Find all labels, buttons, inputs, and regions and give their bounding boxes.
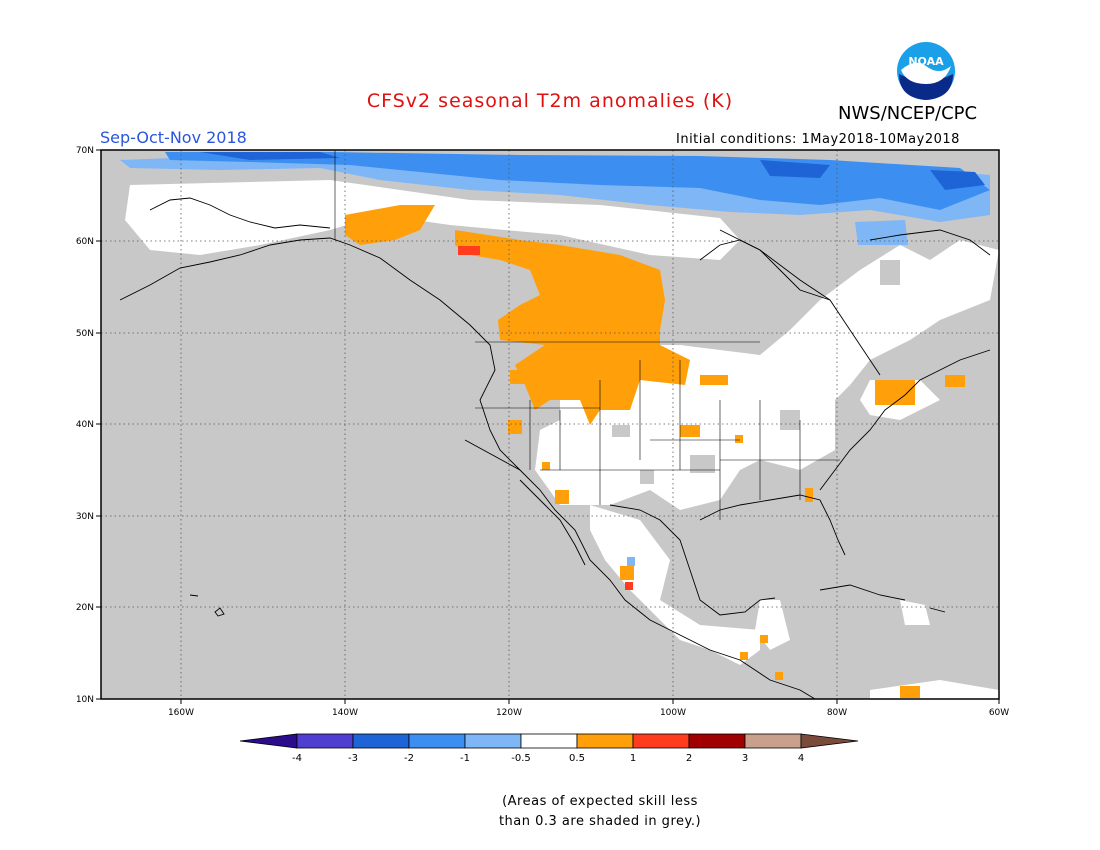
- agency-label: NWS/NCEP/CPC: [838, 103, 978, 124]
- warm-anomalies: [345, 205, 965, 698]
- legend-label-1: 1: [630, 753, 636, 764]
- legend-arrow-left: [239, 733, 298, 749]
- graticule: [101, 150, 999, 699]
- legend-swatch-4: [464, 733, 522, 749]
- noaa-logo: NOAA: [897, 42, 955, 100]
- initial-conditions: Initial conditions: 1May2018-10May2018: [676, 132, 960, 147]
- footnote-line-2: than 0.3 are shaded in grey.): [498, 814, 702, 829]
- season-label: Sep-Oct-Nov 2018: [100, 128, 247, 147]
- lat-label-70n: 70N: [76, 146, 94, 156]
- legend-label-minus2: -2: [404, 753, 414, 764]
- state-borders: [334, 150, 840, 520]
- lon-label-140w: 140W: [332, 708, 358, 718]
- lon-label-80w: 80W: [827, 708, 847, 718]
- footnote-line-1: (Areas of expected skill less: [502, 794, 698, 809]
- legend-label-2: 2: [686, 753, 692, 764]
- legend-swatch-3: [408, 733, 466, 749]
- legend-label-minus0-5: -0.5: [511, 753, 531, 764]
- anomaly-map: 10N 20N 30N 40N 50N 60N 70N 160W 140W 12…: [76, 146, 1009, 718]
- lat-label-10n: 10N: [76, 695, 94, 705]
- skill-footnote: (Areas of expected skill less than 0.3 a…: [440, 792, 760, 832]
- lat-label-20n: 20N: [76, 603, 94, 613]
- lon-label-60w: 60W: [989, 708, 1009, 718]
- lon-label-100w: 100W: [660, 708, 686, 718]
- legend-label-4: 4: [798, 753, 804, 764]
- legend-label-minus4: -4: [292, 753, 302, 764]
- legend-swatch-6: [576, 733, 634, 749]
- chart-title: CFSv2 seasonal T2m anomalies (K): [366, 90, 734, 112]
- legend-swatch-7: [632, 733, 690, 749]
- legend-swatch-8: [688, 733, 746, 749]
- legend-swatch-1: [296, 733, 354, 749]
- lat-label-30n: 30N: [76, 512, 94, 522]
- legend-swatch-2: [352, 733, 410, 749]
- legend-label-minus3: -3: [348, 753, 358, 764]
- lat-label-60n: 60N: [76, 237, 94, 247]
- cool-anomalies: [120, 152, 990, 566]
- lat-label-50n: 50N: [76, 329, 94, 339]
- legend-swatch-9: [744, 733, 802, 749]
- legend-label-minus1: -1: [460, 753, 470, 764]
- legend-label-0-5: 0.5: [569, 753, 585, 764]
- legend-label-3: 3: [742, 753, 748, 764]
- logo-text: NOAA: [908, 55, 944, 68]
- lat-label-40n: 40N: [76, 420, 94, 430]
- lon-label-120w: 120W: [496, 708, 522, 718]
- tick-marks: [96, 149, 1000, 704]
- color-legend: -4 -3 -2 -1 -0.5 0.5 1 2 3 4: [239, 733, 859, 764]
- legend-arrow-right: [800, 733, 859, 749]
- lon-label-160w: 160W: [168, 708, 194, 718]
- legend-swatch-5: [520, 733, 578, 749]
